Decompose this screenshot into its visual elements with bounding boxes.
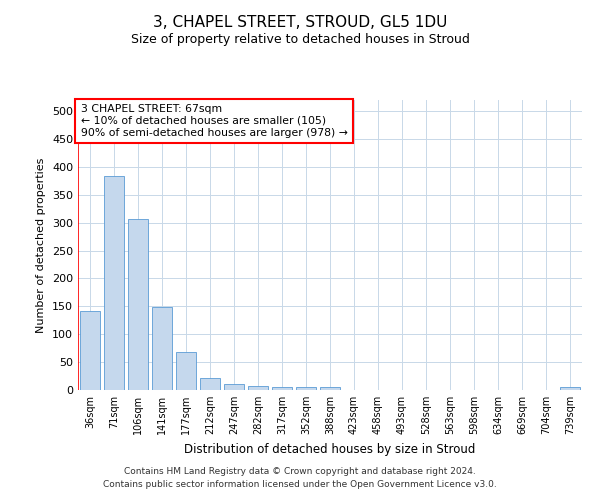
Bar <box>176 352 196 390</box>
Bar <box>224 384 244 390</box>
Y-axis label: Number of detached properties: Number of detached properties <box>37 158 46 332</box>
Bar <box>248 386 268 390</box>
Bar <box>128 219 148 390</box>
Text: 3 CHAPEL STREET: 67sqm
← 10% of detached houses are smaller (105)
90% of semi-de: 3 CHAPEL STREET: 67sqm ← 10% of detached… <box>80 104 347 138</box>
Text: Contains public sector information licensed under the Open Government Licence v3: Contains public sector information licen… <box>103 480 497 489</box>
Text: Contains HM Land Registry data © Crown copyright and database right 2024.: Contains HM Land Registry data © Crown c… <box>124 467 476 476</box>
Bar <box>320 387 340 390</box>
Bar <box>560 387 580 390</box>
Text: 3, CHAPEL STREET, STROUD, GL5 1DU: 3, CHAPEL STREET, STROUD, GL5 1DU <box>153 15 447 30</box>
Bar <box>272 387 292 390</box>
Bar <box>104 176 124 390</box>
Bar <box>200 378 220 390</box>
Bar <box>296 387 316 390</box>
Bar <box>152 307 172 390</box>
X-axis label: Distribution of detached houses by size in Stroud: Distribution of detached houses by size … <box>184 442 476 456</box>
Text: Size of property relative to detached houses in Stroud: Size of property relative to detached ho… <box>131 32 469 46</box>
Bar <box>80 311 100 390</box>
